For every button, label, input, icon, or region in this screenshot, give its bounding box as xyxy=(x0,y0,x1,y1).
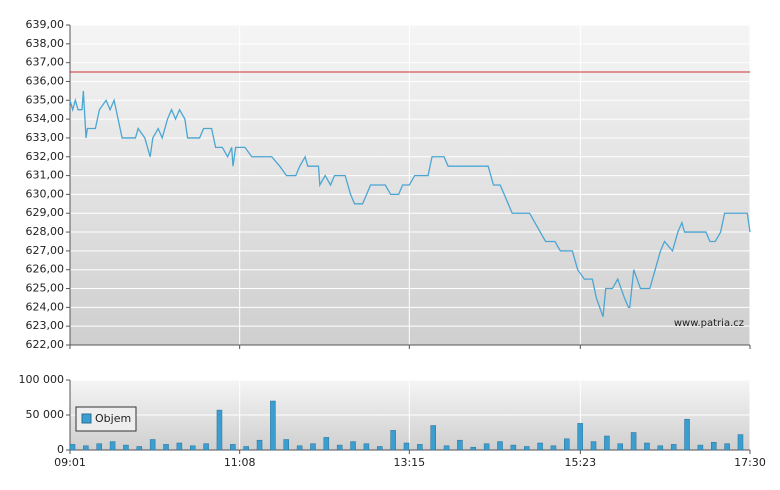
legend-swatch xyxy=(81,413,92,424)
y-tick-label: 0 xyxy=(57,443,64,456)
y-tick-label: 639,00 xyxy=(26,18,65,31)
legend-label: Objem xyxy=(95,412,131,425)
volume-bar xyxy=(644,442,650,451)
volume-bar xyxy=(163,444,169,451)
y-tick-label: 627,00 xyxy=(26,244,65,257)
volume-bar xyxy=(310,443,316,451)
y-tick-label: 638,00 xyxy=(26,37,65,50)
volume-bar xyxy=(724,443,730,451)
y-tick-label: 624,00 xyxy=(26,300,65,313)
y-tick-label: 625,00 xyxy=(26,282,65,295)
y-tick-label: 629,00 xyxy=(26,206,65,219)
x-tick-label: 13:15 xyxy=(393,456,425,469)
y-tick-label: 632,00 xyxy=(26,150,65,163)
price-line xyxy=(69,90,751,317)
volume-bar xyxy=(243,446,249,451)
y-tick-label: 628,00 xyxy=(26,225,65,238)
volume-bar xyxy=(149,439,156,451)
volume-bar xyxy=(189,445,196,451)
x-tick-label: 09:01 xyxy=(54,456,86,469)
volume-bar xyxy=(684,418,690,451)
volume-bar xyxy=(737,434,744,451)
volume-bar xyxy=(123,444,129,451)
volume-bar xyxy=(336,444,343,451)
volume-bar xyxy=(430,425,436,451)
volume-bar xyxy=(283,439,290,451)
volume-bar xyxy=(564,438,570,451)
x-tick-label: 17:30 xyxy=(734,456,766,469)
volume-bar xyxy=(136,446,143,451)
y-tick-label: 633,00 xyxy=(26,131,65,144)
volume-bar xyxy=(697,444,704,451)
volume-bar xyxy=(109,441,116,451)
volume-bar xyxy=(323,437,330,451)
volume-bar xyxy=(230,444,236,451)
volume-bar xyxy=(83,445,89,451)
y-tick-label: 636,00 xyxy=(26,74,65,87)
volume-bar xyxy=(550,445,557,451)
volume-bar xyxy=(443,445,450,451)
volume-bar xyxy=(523,446,530,451)
volume-bar xyxy=(670,444,677,451)
volume-bar xyxy=(457,439,463,451)
volume-bar xyxy=(176,442,183,451)
y-tick-label: 630,00 xyxy=(26,187,65,200)
volume-bar xyxy=(483,443,490,451)
volume-bar xyxy=(630,432,637,451)
volume-bar xyxy=(497,441,503,451)
volume-bar xyxy=(537,442,543,451)
volume-bar xyxy=(216,409,223,451)
volume-bar xyxy=(203,443,209,451)
x-tick-label: 15:23 xyxy=(564,456,596,469)
watermark: www.patria.cz xyxy=(674,318,744,329)
volume-bar xyxy=(69,444,76,451)
volume-bar xyxy=(377,446,383,451)
y-tick-label: 622,00 xyxy=(26,338,65,351)
volume-bar xyxy=(403,442,410,451)
y-tick-label: 631,00 xyxy=(26,169,65,182)
volume-bar xyxy=(417,444,423,451)
volume-bar xyxy=(617,443,623,451)
volume-bar xyxy=(96,443,102,451)
x-tick-label: 11:08 xyxy=(224,456,256,469)
volume-bar xyxy=(711,442,717,451)
volume-bar xyxy=(510,444,517,451)
volume-bar xyxy=(296,445,303,451)
y-tick-label: 100 000 xyxy=(19,373,65,386)
volume-bar xyxy=(363,443,370,451)
y-tick-label: 623,00 xyxy=(26,319,65,332)
y-tick-label: 637,00 xyxy=(26,56,65,69)
y-tick-label: 50 000 xyxy=(26,408,65,421)
volume-bar xyxy=(256,439,263,451)
y-tick-label: 626,00 xyxy=(26,263,65,276)
volume-bar xyxy=(604,435,610,451)
volume-bar xyxy=(470,446,477,451)
volume-bar xyxy=(657,445,664,451)
volume-bar xyxy=(270,400,276,451)
volume-bar xyxy=(390,430,396,451)
y-tick-label: 634,00 xyxy=(26,112,65,125)
volume-bar xyxy=(590,441,597,451)
volume-bar xyxy=(577,423,583,451)
volume-bar xyxy=(350,441,356,451)
y-tick-label: 635,00 xyxy=(26,93,65,106)
